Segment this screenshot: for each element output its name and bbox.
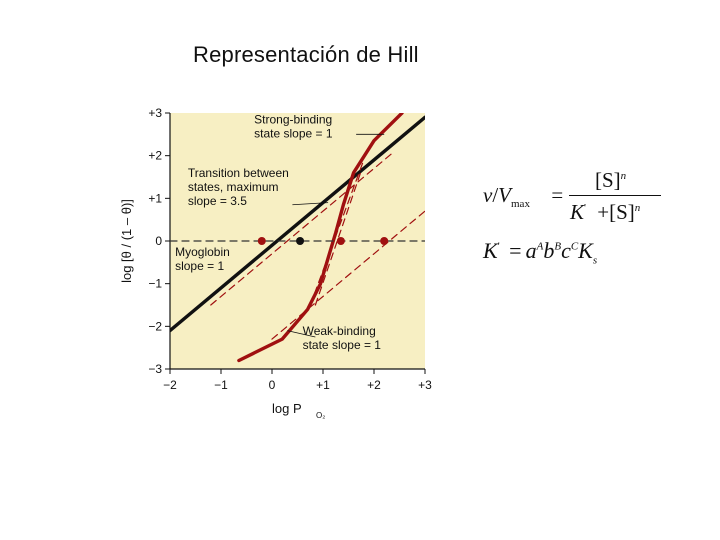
annotation-line: states, maximum bbox=[188, 180, 279, 194]
y-tick-label: +2 bbox=[148, 149, 162, 163]
eq-den-n: n bbox=[634, 202, 641, 214]
data-point-3 bbox=[380, 237, 389, 245]
annotation-pointer-3 bbox=[287, 330, 316, 338]
x-tick-label: +2 bbox=[367, 378, 381, 392]
data-point-1 bbox=[296, 237, 305, 245]
y-tick-label: +1 bbox=[148, 191, 162, 205]
x-tick-label: +3 bbox=[418, 378, 432, 392]
x-axis-label: log P bbox=[272, 401, 302, 416]
annotation-line: state slope = 1 bbox=[303, 338, 382, 352]
data-point-2 bbox=[336, 237, 345, 245]
fraction-bar bbox=[569, 195, 661, 196]
annotation-line: slope = 1 bbox=[175, 259, 224, 273]
annotation-2: Myoglobin slope = 1 bbox=[175, 245, 230, 273]
x-tick-label: −2 bbox=[163, 378, 177, 392]
annotation-line: Strong-binding bbox=[254, 113, 332, 127]
eq2-prime: ' bbox=[497, 240, 500, 253]
annotation-line: Transition between bbox=[188, 166, 289, 180]
series-line-2 bbox=[271, 210, 425, 340]
annotation-line: Myoglobin bbox=[175, 245, 230, 259]
data-point-0 bbox=[257, 237, 266, 245]
annotation-line: state slope = 1 bbox=[254, 127, 333, 141]
eq-V: V bbox=[498, 183, 511, 207]
eq2-A: A bbox=[536, 240, 544, 253]
eq-num-s: [S] bbox=[595, 168, 621, 192]
eq2-C: C bbox=[570, 240, 579, 253]
annotation-line: slope = 3.5 bbox=[188, 194, 247, 208]
eq-den-prime: ' bbox=[584, 202, 586, 214]
annotation-line: Weak-binding bbox=[303, 324, 376, 338]
x-tick-label: 0 bbox=[269, 378, 276, 392]
x-tick-label: −1 bbox=[214, 378, 228, 392]
slide-title: Representación de Hill bbox=[193, 42, 419, 67]
annotation-0: Strong-binding state slope = 1 bbox=[254, 113, 333, 141]
y-tick-label: −2 bbox=[148, 319, 162, 333]
annotation-3: Weak-binding state slope = 1 bbox=[303, 324, 382, 352]
eq-max: max bbox=[511, 198, 530, 211]
series-line-4 bbox=[314, 170, 362, 306]
y-tick-label: −3 bbox=[148, 362, 162, 376]
eq2-Ks: K bbox=[578, 238, 593, 263]
eq-slash: / bbox=[492, 183, 499, 207]
series-line-3 bbox=[210, 150, 395, 306]
eq-num-n: n bbox=[620, 170, 627, 182]
series-line-5 bbox=[309, 159, 365, 306]
annotation-pointer-1 bbox=[292, 202, 329, 206]
eq-den-plus: + bbox=[597, 200, 610, 224]
eq-den-k: K bbox=[570, 200, 585, 224]
eq2-equals: = bbox=[509, 238, 522, 263]
annotation-1: Transition between states, maximum slope =… bbox=[188, 166, 289, 208]
eq2-k: K bbox=[483, 238, 498, 263]
y-axis-label: log [θ / (1 – θ)] bbox=[119, 199, 134, 283]
series-line-0 bbox=[170, 115, 425, 333]
eq2-B: B bbox=[554, 240, 562, 253]
y-tick-label: +3 bbox=[148, 106, 162, 120]
k-equation: K' = aAbBcCKs bbox=[483, 238, 597, 266]
x-tick-label: +1 bbox=[316, 378, 330, 392]
eq2-s: s bbox=[592, 254, 598, 267]
y-tick-label: 0 bbox=[155, 234, 162, 248]
eq2-c: c bbox=[561, 238, 571, 263]
x-axis-label-sub: O₂ bbox=[316, 411, 325, 420]
eq-v: v bbox=[483, 183, 493, 207]
eq-equals: = bbox=[550, 183, 565, 207]
eq2-a: a bbox=[525, 238, 537, 263]
y-tick-label: −1 bbox=[148, 277, 162, 291]
eq-den-s: [S] bbox=[609, 200, 635, 224]
eq2-b: b bbox=[543, 238, 555, 263]
